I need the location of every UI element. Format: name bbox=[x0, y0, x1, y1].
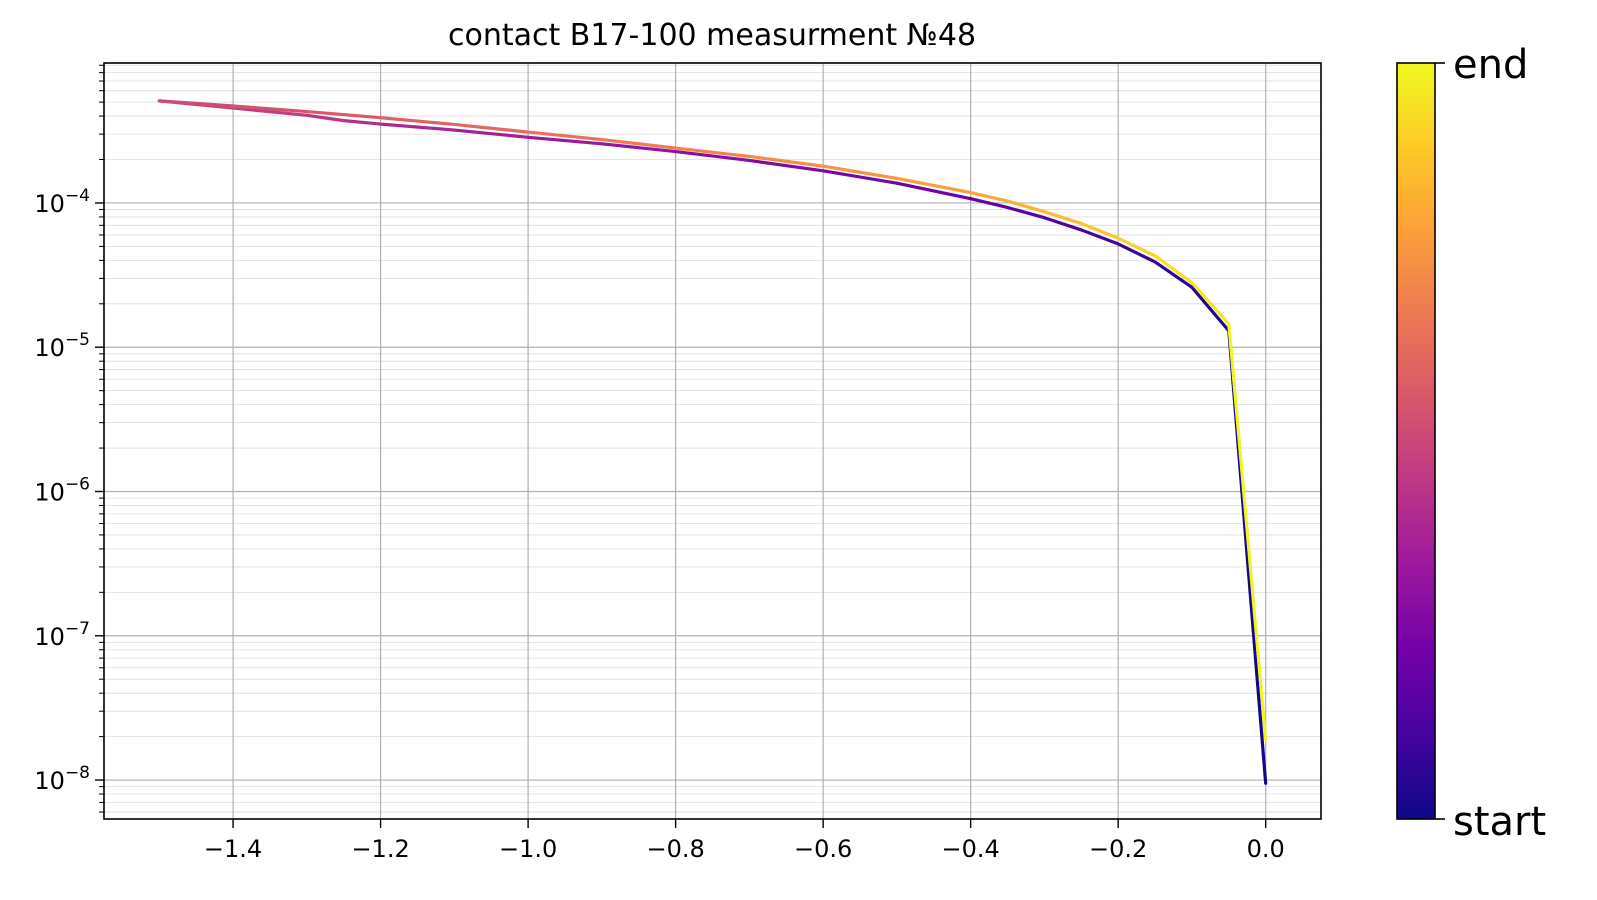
y-tick-label: 10−8 bbox=[34, 763, 90, 795]
series-segment bbox=[1042, 210, 1083, 226]
series-segment bbox=[674, 149, 751, 163]
series-segment bbox=[378, 116, 456, 127]
x-tick-label: 0.0 bbox=[1247, 835, 1285, 863]
x-tick-label: −1.2 bbox=[351, 835, 409, 863]
series-segment bbox=[231, 104, 309, 114]
major-grid bbox=[104, 63, 1321, 819]
series-segment bbox=[821, 164, 899, 180]
series-segment bbox=[1116, 236, 1157, 258]
series-segment bbox=[305, 113, 346, 123]
y-tick-label: 10−4 bbox=[34, 186, 90, 218]
x-tick-label: −0.2 bbox=[1089, 835, 1147, 863]
series-segment bbox=[231, 106, 309, 117]
series-segment bbox=[342, 119, 383, 126]
series-segment bbox=[1079, 221, 1120, 240]
series-segment bbox=[1042, 216, 1083, 232]
series-segment bbox=[1005, 199, 1047, 214]
x-tick-label: −1.0 bbox=[499, 835, 557, 863]
x-tick-label: −0.8 bbox=[646, 835, 704, 863]
y-axis-ticks: 10−4 10−5 10−6 10−7 10−8 bbox=[34, 64, 104, 813]
series-segment bbox=[895, 181, 973, 201]
series-segment bbox=[600, 137, 678, 150]
series-segment bbox=[526, 135, 604, 146]
series-segment bbox=[969, 197, 1010, 210]
series-segment bbox=[747, 154, 825, 168]
series-segment bbox=[600, 142, 678, 154]
x-axis-ticks: −1.4 −1.2 −1.0 −0.8 −0.6 −0.4 −0.2 0.0 bbox=[204, 819, 1285, 863]
series-segment bbox=[1116, 242, 1157, 264]
chart-title: contact B17-100 measurment №48 bbox=[448, 18, 976, 53]
series-segment bbox=[378, 122, 456, 132]
series-line-2 bbox=[157, 99, 1268, 742]
series-segment bbox=[674, 146, 751, 159]
series-segment bbox=[1153, 260, 1194, 289]
y-tick-label: 10−5 bbox=[34, 330, 90, 362]
series-layer bbox=[157, 99, 1268, 785]
series-segment bbox=[452, 128, 530, 139]
series-segment bbox=[1190, 285, 1231, 333]
colorbar-label-end: end bbox=[1453, 42, 1528, 88]
colorbar bbox=[1396, 62, 1436, 820]
series-segment bbox=[1153, 254, 1194, 285]
series-segment bbox=[157, 99, 235, 108]
x-tick-label: −1.4 bbox=[204, 835, 262, 863]
series-segment bbox=[747, 158, 825, 173]
series-segment bbox=[895, 176, 973, 195]
plot-frame bbox=[103, 62, 1322, 820]
series-segment bbox=[1005, 205, 1047, 220]
x-tick-label: −0.4 bbox=[942, 835, 1000, 863]
x-tick-label: −0.6 bbox=[794, 835, 852, 863]
series-segment bbox=[1190, 281, 1231, 326]
series-segment bbox=[526, 130, 604, 142]
series-segment bbox=[305, 109, 383, 120]
series-segment bbox=[1227, 322, 1268, 742]
y-tick-label: 10−6 bbox=[34, 474, 90, 506]
colorbar-label-start: start bbox=[1453, 799, 1546, 845]
series-segment bbox=[821, 169, 899, 185]
minor-grid bbox=[104, 64, 1321, 813]
series-segment bbox=[1079, 228, 1120, 246]
series-segment bbox=[969, 190, 1010, 203]
series-segment bbox=[452, 122, 530, 134]
y-tick-label: 10−7 bbox=[34, 619, 90, 651]
